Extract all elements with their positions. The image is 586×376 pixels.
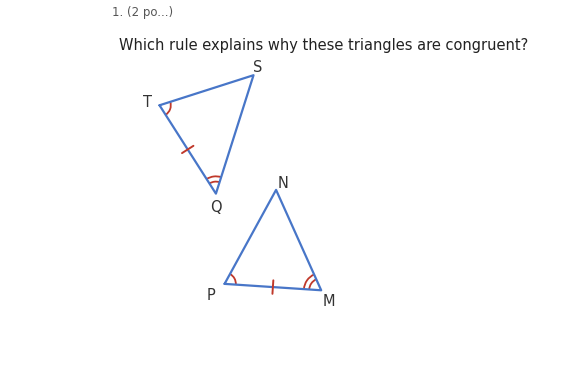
Text: T: T (143, 95, 152, 110)
Text: M: M (322, 294, 335, 309)
Text: N: N (277, 176, 288, 191)
Text: P: P (207, 288, 216, 303)
Text: Which rule explains why these triangles are congruent?: Which rule explains why these triangles … (120, 38, 529, 53)
Text: Q: Q (210, 200, 222, 215)
Text: 1. (2 po...): 1. (2 po...) (112, 6, 173, 19)
Text: S: S (253, 60, 263, 75)
